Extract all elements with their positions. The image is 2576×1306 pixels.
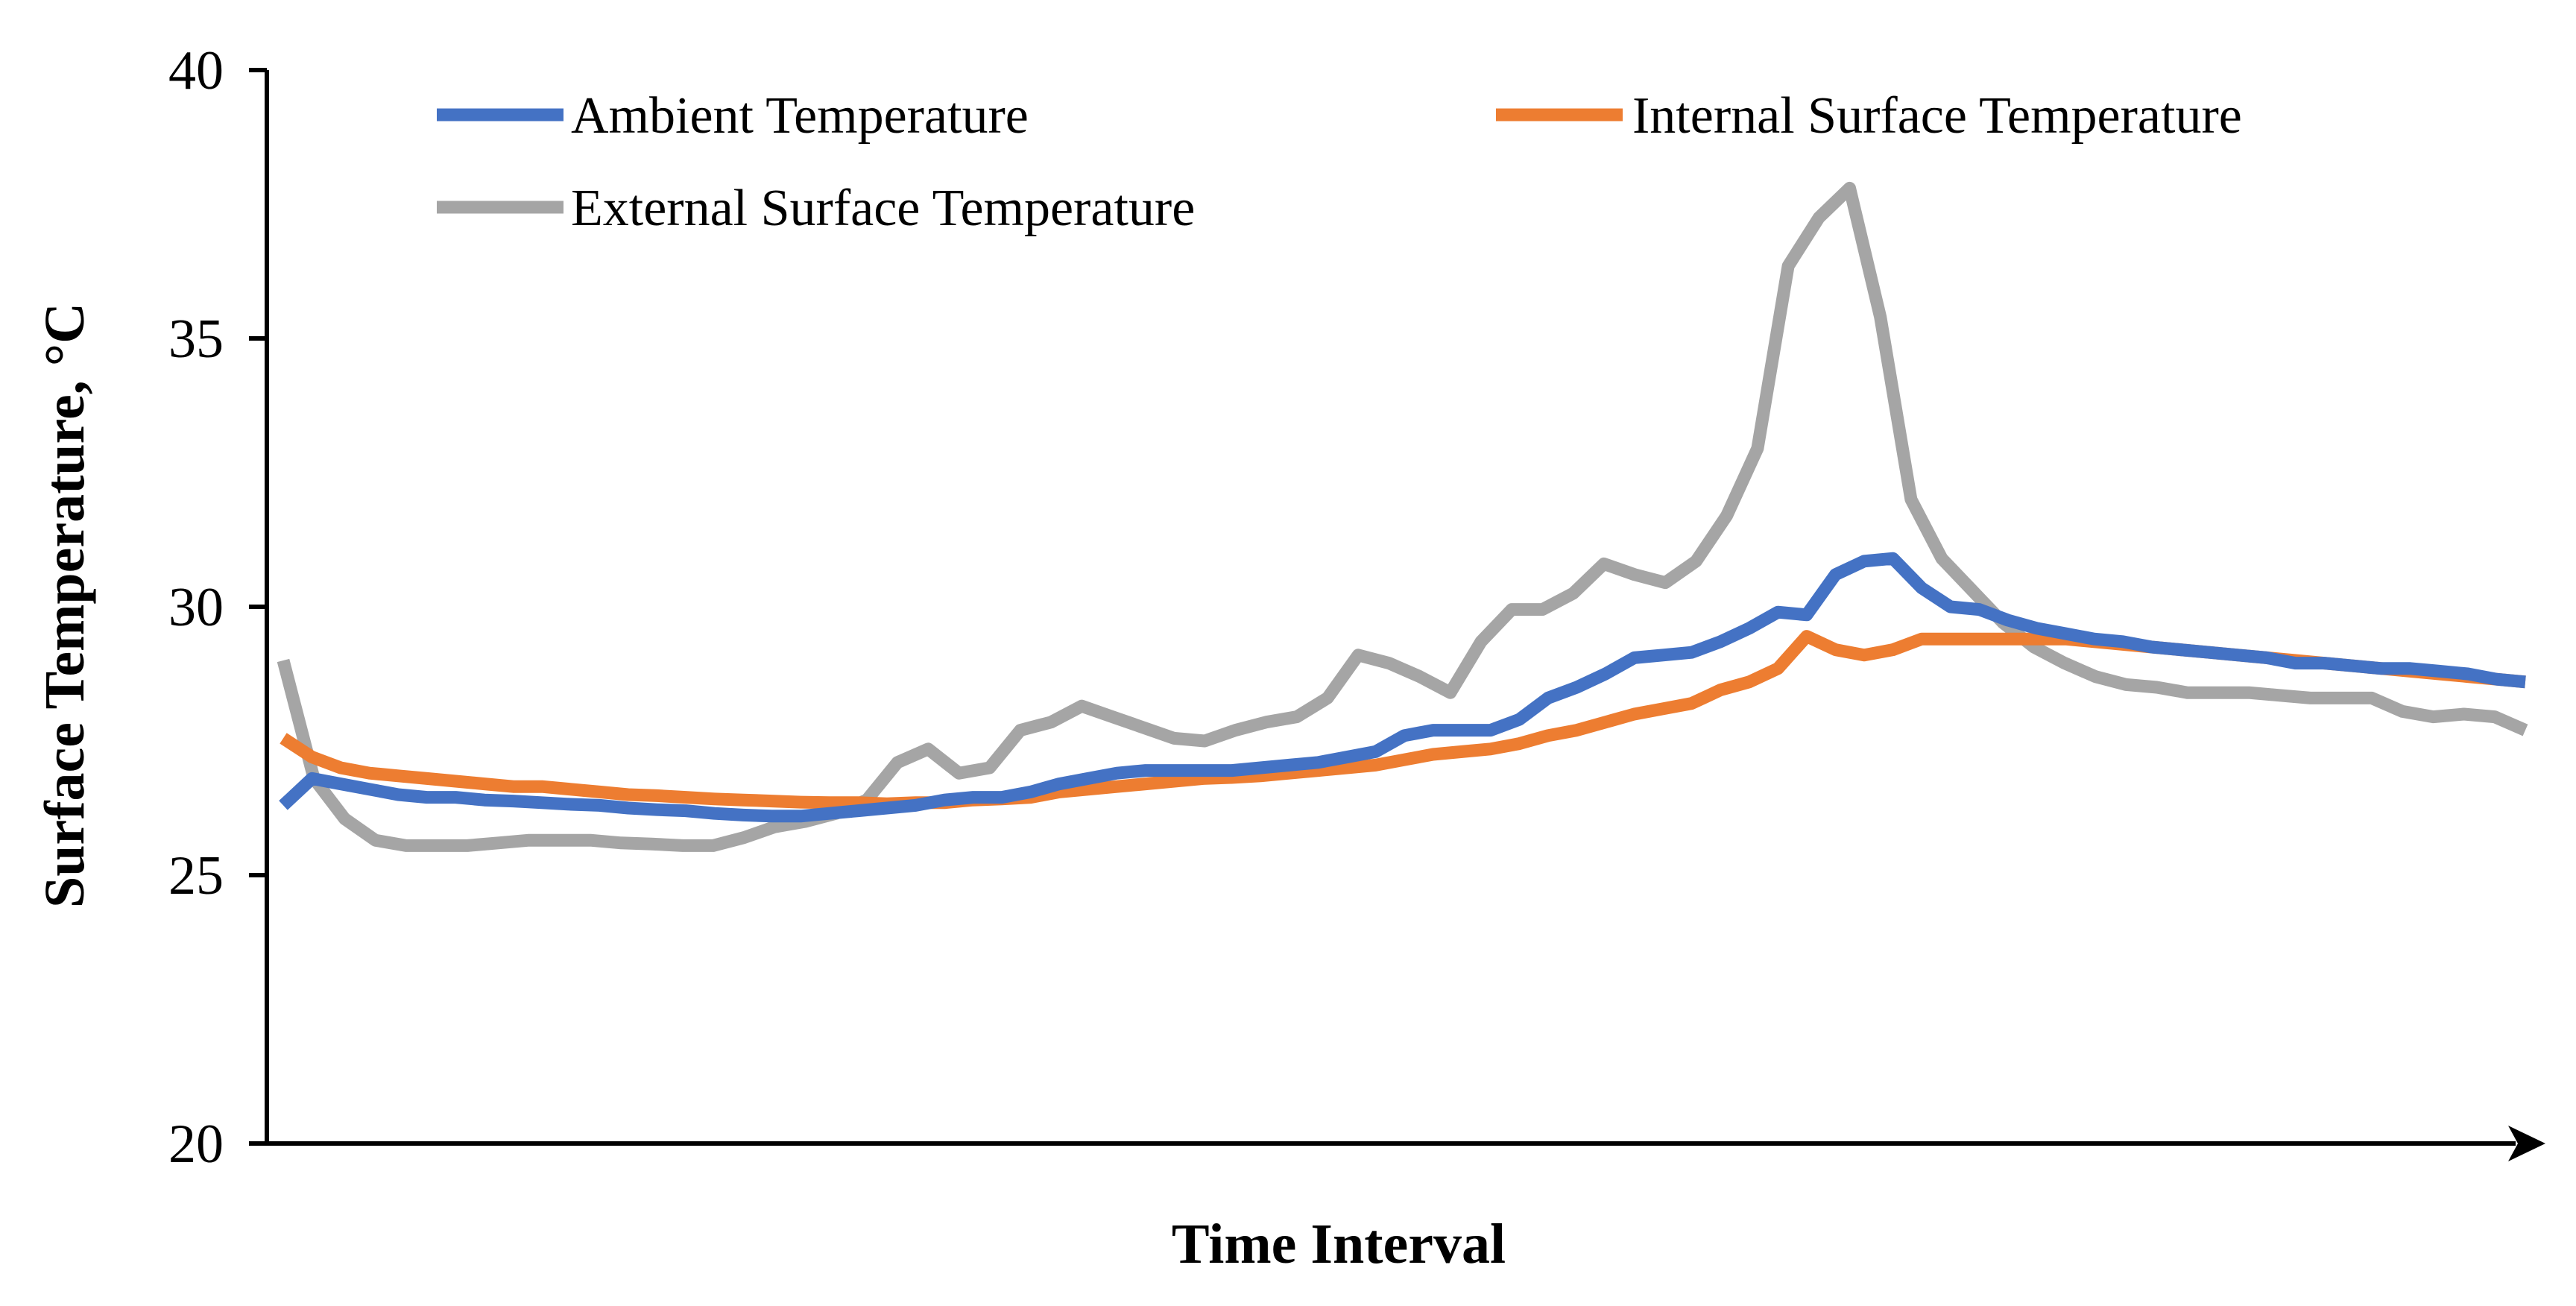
legend-label-ambient: Ambient Temperature: [571, 87, 1029, 145]
y-tick-label: 40: [168, 40, 224, 101]
x-axis-title: Time Interval: [1172, 1213, 1506, 1275]
legend-label-external: External Surface Temperature: [571, 180, 1195, 237]
legend: Ambient Temperature Internal Surface Tem…: [437, 87, 2242, 237]
y-ticks: 20 25 30 35 40: [168, 40, 267, 1175]
y-tick-label: 35: [168, 309, 224, 370]
y-tick-label: 20: [168, 1114, 224, 1175]
y-axis-title: Surface Temperature, °C: [34, 303, 96, 908]
y-tick-label: 25: [168, 845, 224, 906]
series-line-ambient: [279, 552, 2526, 823]
y-tick-label: 30: [168, 577, 224, 638]
legend-label-internal: Internal Surface Temperature: [1632, 87, 2242, 145]
series-line-external: [277, 181, 2528, 852]
x-axis-arrow-icon: [2508, 1126, 2545, 1161]
series-layer: [277, 181, 2528, 852]
series-line-internal: [280, 630, 2526, 810]
